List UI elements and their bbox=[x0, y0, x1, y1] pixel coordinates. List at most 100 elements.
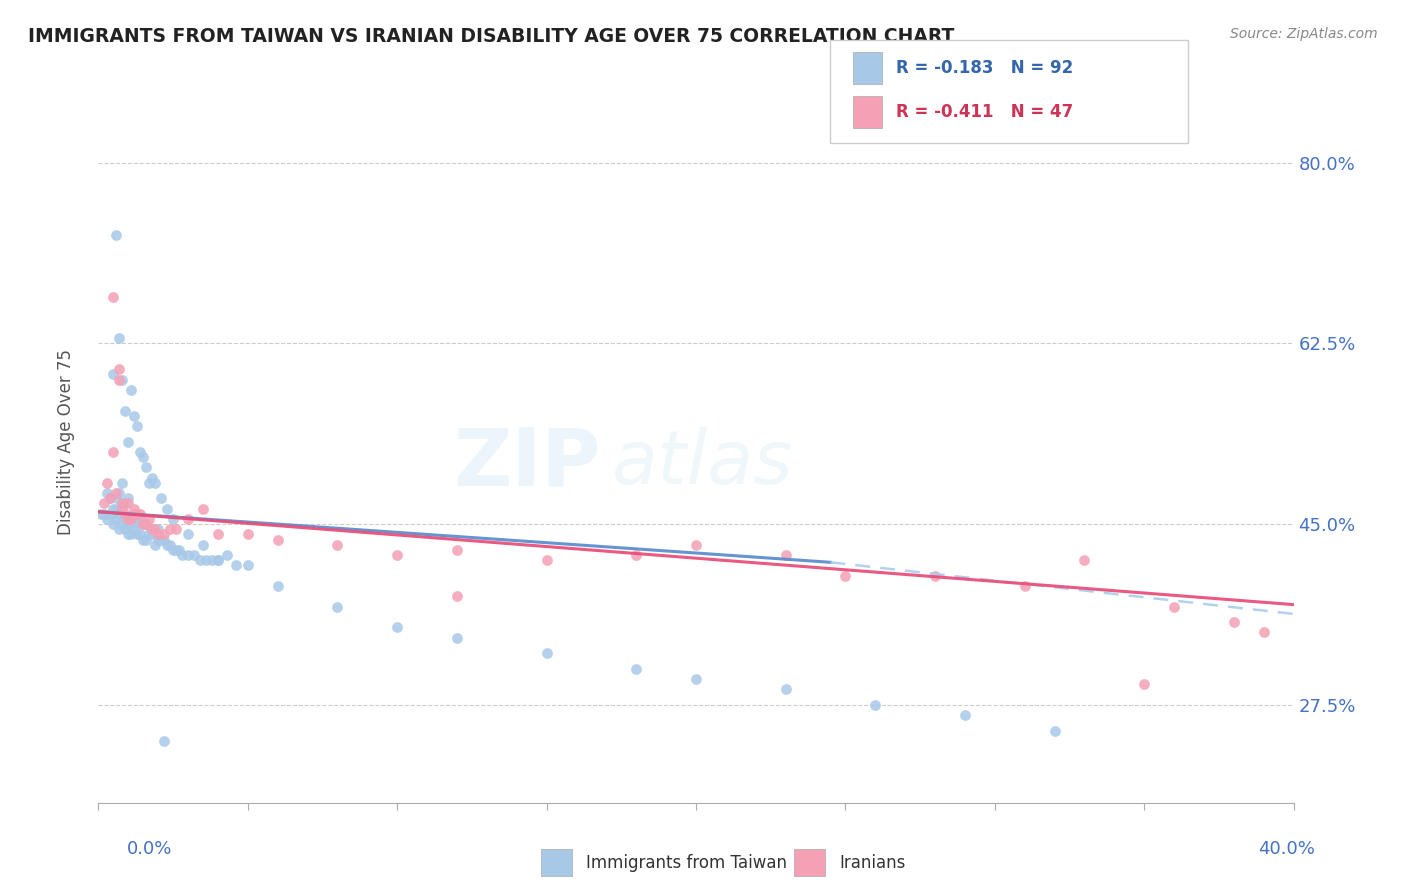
Point bbox=[120, 512, 142, 526]
Point bbox=[148, 522, 170, 536]
Point bbox=[191, 538, 214, 552]
Point bbox=[108, 331, 131, 345]
Point bbox=[153, 533, 176, 547]
Point bbox=[143, 522, 166, 536]
Point bbox=[153, 734, 176, 748]
Point bbox=[326, 538, 349, 552]
Point bbox=[207, 553, 229, 567]
Point bbox=[103, 517, 125, 532]
Point bbox=[215, 548, 238, 562]
Point bbox=[953, 708, 976, 723]
Point bbox=[127, 517, 149, 532]
Point bbox=[117, 512, 139, 526]
Point bbox=[201, 553, 224, 567]
Point bbox=[207, 553, 229, 567]
Point bbox=[117, 491, 139, 506]
Text: IMMIGRANTS FROM TAIWAN VS IRANIAN DISABILITY AGE OVER 75 CORRELATION CHART: IMMIGRANTS FROM TAIWAN VS IRANIAN DISABI… bbox=[28, 27, 955, 45]
Point bbox=[207, 527, 229, 541]
Point bbox=[111, 475, 134, 490]
Point bbox=[117, 527, 139, 541]
Point bbox=[1133, 677, 1156, 691]
Point bbox=[135, 517, 157, 532]
Point bbox=[195, 553, 218, 567]
Point bbox=[446, 590, 468, 604]
Point bbox=[141, 527, 163, 541]
Point bbox=[127, 419, 149, 434]
Point bbox=[1043, 723, 1066, 738]
Point bbox=[114, 512, 136, 526]
Text: Iranians: Iranians bbox=[839, 854, 905, 871]
Point bbox=[177, 512, 200, 526]
Point bbox=[685, 672, 707, 686]
Point bbox=[924, 568, 946, 582]
Text: atlas: atlas bbox=[613, 427, 794, 500]
Point bbox=[105, 501, 128, 516]
Point bbox=[385, 548, 409, 562]
Point bbox=[165, 522, 187, 536]
Point bbox=[162, 542, 184, 557]
Point bbox=[103, 445, 125, 459]
Point bbox=[96, 486, 118, 500]
Text: Source: ZipAtlas.com: Source: ZipAtlas.com bbox=[1230, 27, 1378, 41]
Point bbox=[111, 517, 134, 532]
Point bbox=[267, 579, 290, 593]
Point bbox=[105, 486, 128, 500]
Point bbox=[446, 631, 468, 645]
Point bbox=[236, 527, 259, 541]
Point bbox=[153, 527, 176, 541]
Point bbox=[105, 228, 128, 243]
Point bbox=[150, 491, 173, 506]
Point bbox=[150, 533, 173, 547]
Text: Immigrants from Taiwan: Immigrants from Taiwan bbox=[586, 854, 787, 871]
Point bbox=[124, 507, 146, 521]
Point bbox=[117, 496, 139, 510]
Point bbox=[446, 542, 468, 557]
Point bbox=[127, 507, 149, 521]
Point bbox=[96, 475, 118, 490]
Point bbox=[536, 646, 558, 660]
Point bbox=[108, 507, 131, 521]
Point bbox=[111, 496, 134, 510]
Point bbox=[93, 496, 115, 510]
Point bbox=[141, 522, 163, 536]
Point bbox=[177, 548, 200, 562]
Point bbox=[108, 486, 131, 500]
Text: 0.0%: 0.0% bbox=[127, 840, 172, 858]
Point bbox=[132, 517, 155, 532]
Point bbox=[156, 501, 179, 516]
Point bbox=[129, 445, 152, 459]
Point bbox=[177, 527, 200, 541]
Point bbox=[120, 527, 142, 541]
Point bbox=[775, 682, 797, 697]
Point bbox=[108, 373, 131, 387]
Point bbox=[138, 512, 160, 526]
Point bbox=[159, 538, 181, 552]
Point bbox=[98, 507, 122, 521]
Point bbox=[834, 568, 856, 582]
Point bbox=[103, 290, 125, 304]
Point bbox=[129, 512, 152, 526]
Point bbox=[626, 548, 648, 562]
Point bbox=[124, 522, 146, 536]
Point bbox=[103, 501, 125, 516]
Point bbox=[326, 599, 349, 614]
Point bbox=[90, 507, 112, 521]
Point bbox=[536, 553, 558, 567]
Point bbox=[117, 434, 139, 449]
Point bbox=[111, 507, 134, 521]
Point bbox=[159, 522, 181, 536]
Point bbox=[108, 362, 131, 376]
Text: 40.0%: 40.0% bbox=[1258, 840, 1315, 858]
Point bbox=[114, 403, 136, 417]
Point bbox=[167, 542, 190, 557]
Point bbox=[105, 491, 128, 506]
Point bbox=[188, 553, 211, 567]
Point bbox=[96, 512, 118, 526]
Point bbox=[162, 512, 184, 526]
Point bbox=[127, 527, 149, 541]
Point bbox=[114, 507, 136, 521]
Point bbox=[105, 512, 128, 526]
Point bbox=[626, 662, 648, 676]
Point bbox=[1253, 625, 1275, 640]
Point bbox=[120, 512, 142, 526]
